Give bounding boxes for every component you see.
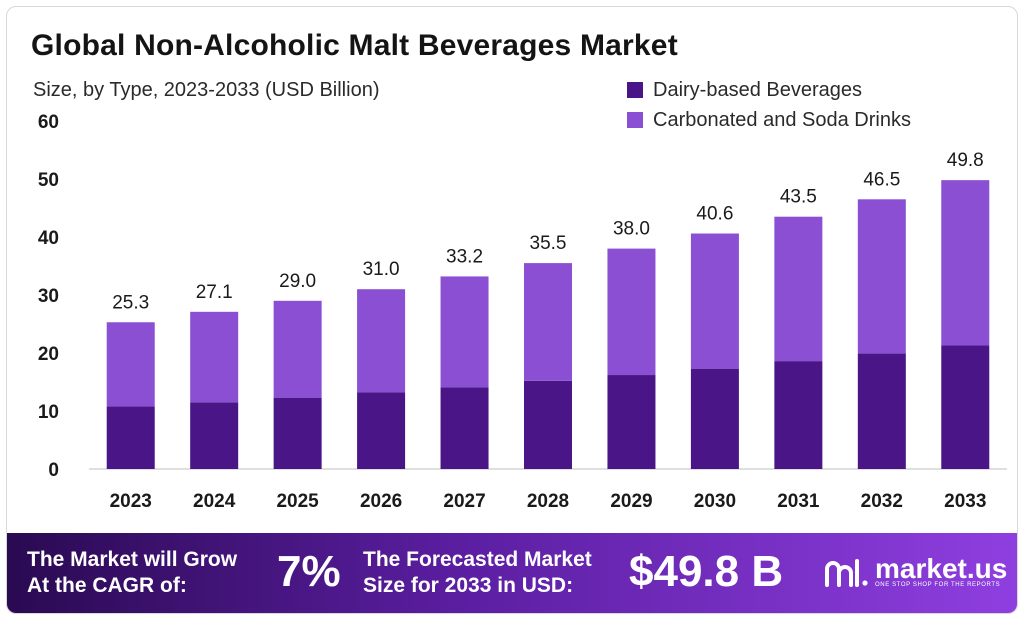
bar-total-label: 43.5 xyxy=(780,187,817,208)
bar-segment-dairy xyxy=(440,387,489,469)
y-tick-label: 40 xyxy=(38,228,59,249)
legend-item-dairy: Dairy-based Beverages xyxy=(627,75,911,105)
bar-total-label: 40.6 xyxy=(696,204,733,225)
bar-total-label: 31.0 xyxy=(363,259,400,280)
chart-card: Global Non-Alcoholic Malt Beverages Mark… xyxy=(6,6,1018,614)
chart-subtitle: Size, by Type, 2023-2033 (USD Billion) xyxy=(33,79,380,101)
x-tick-label: 2029 xyxy=(610,491,652,512)
bar-segment-carbonated xyxy=(524,263,572,381)
bar-segment-dairy xyxy=(524,380,572,469)
bar-segment-dairy xyxy=(690,368,739,469)
market-us-logo-icon xyxy=(825,559,868,587)
bar-segment-carbonated xyxy=(273,300,322,398)
bar-segment-dairy xyxy=(774,361,823,469)
bar-total-label: 46.5 xyxy=(863,169,900,190)
x-tick-label: 2030 xyxy=(694,491,736,512)
bar-segment-dairy xyxy=(857,353,906,469)
chart-title: Global Non-Alcoholic Malt Beverages Mark… xyxy=(31,29,678,62)
y-tick-label: 0 xyxy=(48,460,59,481)
y-tick-label: 50 xyxy=(38,170,59,191)
legend-swatch-carbonated xyxy=(627,112,643,128)
x-tick-label: 2031 xyxy=(777,491,820,512)
bar-segment-dairy xyxy=(357,392,406,469)
x-tick-label: 2023 xyxy=(110,491,152,512)
bar-segment-dairy xyxy=(106,406,155,469)
bar-segment-carbonated xyxy=(190,311,239,403)
brand-name: market.us xyxy=(875,553,1008,584)
bar-chart: 010203040506025.3202327.1202429.0202531.… xyxy=(38,112,1007,512)
bar-segment-dairy xyxy=(941,345,990,469)
x-tick-label: 2025 xyxy=(276,491,319,512)
x-tick-label: 2028 xyxy=(527,491,569,512)
bar-segment-dairy xyxy=(273,397,322,469)
bar-segment-carbonated xyxy=(357,289,406,393)
bar-segment-carbonated xyxy=(941,180,990,346)
brand-tagline: ONE STOP SHOP FOR THE REPORTS xyxy=(875,582,1001,588)
legend-swatch-dairy xyxy=(627,82,643,98)
x-tick-label: 2026 xyxy=(360,491,402,512)
cagr-value: 7% xyxy=(277,547,341,596)
bar-total-label: 29.0 xyxy=(279,271,316,292)
bar-total-label: 38.0 xyxy=(613,219,650,240)
brand: market.us ONE STOP SHOP FOR THE REPORTS xyxy=(823,555,1007,589)
y-tick-label: 20 xyxy=(38,344,59,365)
bar-segment-carbonated xyxy=(440,276,489,388)
x-tick-label: 2033 xyxy=(944,491,986,512)
bar-total-label: 33.2 xyxy=(446,246,483,267)
bar-segment-carbonated xyxy=(774,216,823,362)
x-tick-label: 2027 xyxy=(443,491,485,512)
bar-segment-carbonated xyxy=(106,322,155,407)
legend-label-dairy: Dairy-based Beverages xyxy=(653,78,862,101)
forecast-label: The Forecasted Market Size for 2033 in U… xyxy=(363,548,592,597)
bar-segment-dairy xyxy=(607,375,656,469)
x-tick-label: 2032 xyxy=(861,491,903,512)
bar-segment-carbonated xyxy=(690,233,739,369)
x-tick-label: 2024 xyxy=(193,491,236,512)
forecast-value: $49.8 B xyxy=(629,547,784,596)
legend: Dairy-based Beverages Carbonated and Sod… xyxy=(627,75,911,135)
bar-total-label: 25.3 xyxy=(112,292,149,313)
bar-total-label: 35.5 xyxy=(530,233,567,254)
legend-label-carbonated: Carbonated and Soda Drinks xyxy=(653,108,911,131)
summary-banner: The Market will Grow At the CAGR of: 7% … xyxy=(7,533,1017,613)
bar-total-label: 49.8 xyxy=(947,150,984,171)
legend-item-carbonated: Carbonated and Soda Drinks xyxy=(627,105,911,135)
bar-segment-dairy xyxy=(190,402,239,469)
bar-segment-carbonated xyxy=(607,248,656,376)
bar-total-label: 27.1 xyxy=(196,282,233,303)
cagr-label: The Market will Grow At the CAGR of: xyxy=(27,548,238,597)
y-tick-label: 30 xyxy=(38,286,59,307)
y-tick-label: 60 xyxy=(38,112,59,133)
bar-segment-carbonated xyxy=(857,199,906,354)
y-tick-label: 10 xyxy=(38,402,59,423)
